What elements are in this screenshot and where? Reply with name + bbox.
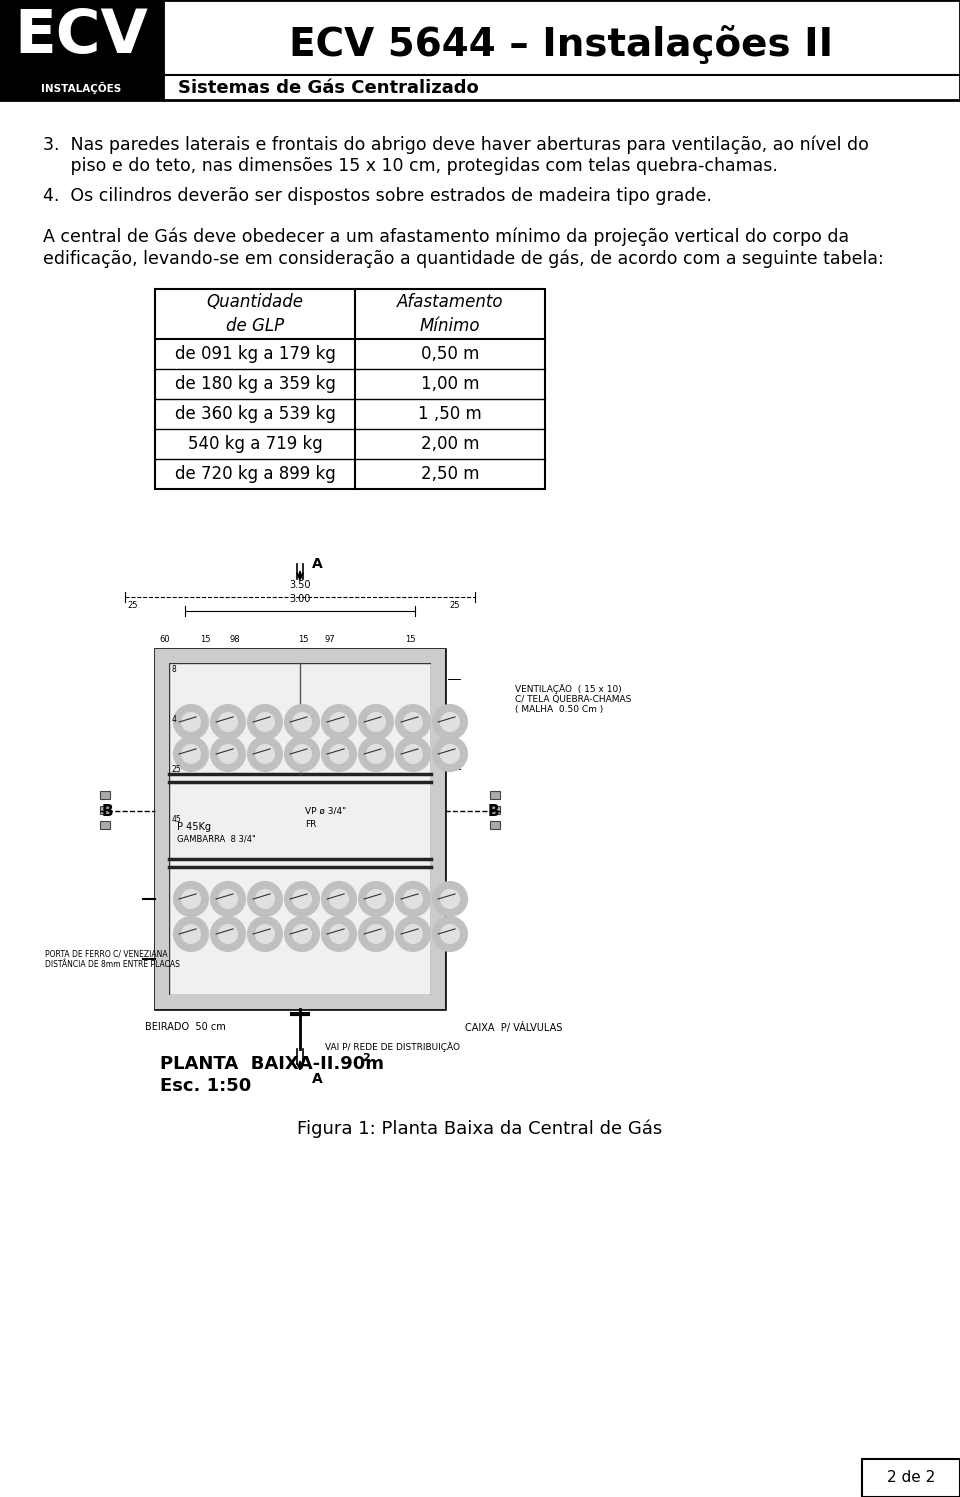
Text: de 720 kg a 899 kg: de 720 kg a 899 kg [175,466,335,484]
Circle shape [441,713,459,732]
Bar [155,996,445,1009]
Text: 25: 25 [172,765,181,774]
Circle shape [174,705,208,740]
Circle shape [174,882,208,916]
Text: B: B [101,804,113,819]
Text: 1 ,50 m: 1 ,50 m [419,406,482,424]
Circle shape [396,737,430,771]
Bar [0,75,163,100]
Text: A: A [312,1072,323,1085]
Text: 0,50 m: 0,50 m [420,344,479,362]
Text: de 180 kg a 359 kg: de 180 kg a 359 kg [175,376,335,394]
Circle shape [396,882,430,916]
Text: GAMBARRA  8 3/4": GAMBARRA 8 3/4" [177,834,255,843]
Circle shape [219,925,237,943]
Text: 25: 25 [127,600,137,609]
Circle shape [329,713,348,732]
Text: Quantidade
de GLP: Quantidade de GLP [206,293,303,335]
Text: 3.  Nas paredes laterais e frontais do abrigo deve haver aberturas para ventilaç: 3. Nas paredes laterais e frontais do ab… [43,135,869,154]
Text: INSTALAÇÕES: INSTALAÇÕES [41,82,122,94]
Circle shape [359,705,393,740]
Bar [100,820,110,829]
Text: edificação, levando-se em consideração a quantidade de gás, de acordo com a segu: edificação, levando-se em consideração a… [43,249,884,268]
Circle shape [248,882,282,916]
Text: VAI P/ REDE DE DISTRIBUIÇÃO: VAI P/ REDE DE DISTRIBUIÇÃO [325,1042,460,1052]
Text: FR: FR [305,820,317,829]
Text: 540 kg a 719 kg: 540 kg a 719 kg [187,436,323,454]
Text: VP ø 3/4": VP ø 3/4" [305,807,347,816]
Circle shape [433,705,467,740]
Text: A central de Gás deve obedecer a um afastamento mínimo da projeção vertical do c: A central de Gás deve obedecer a um afas… [43,228,850,246]
Text: Figura 1: Planta Baixa da Central de Gás: Figura 1: Planta Baixa da Central de Gás [298,1120,662,1138]
Text: B: B [487,804,499,819]
Text: Sistemas de Gás Centralizado: Sistemas de Gás Centralizado [178,79,479,97]
Text: BEIRADO  50 cm: BEIRADO 50 cm [145,1022,226,1031]
Circle shape [219,713,237,732]
Text: ECV 5644 – Instalações II: ECV 5644 – Instalações II [289,25,833,64]
Circle shape [403,925,422,943]
Circle shape [396,705,430,740]
Circle shape [255,925,275,943]
Text: VENTILAÇÃO  ( 15 x 10)
C/ TELA QUEBRA-CHAMAS
( MALHA  0.50 Cm ): VENTILAÇÃO ( 15 x 10) C/ TELA QUEBRA-CHA… [515,684,632,714]
Text: Esc. 1:50: Esc. 1:50 [160,1076,252,1094]
Circle shape [322,882,356,916]
Circle shape [219,889,237,909]
Text: 3.00: 3.00 [289,594,311,603]
Text: 2,50 m: 2,50 m [420,466,479,484]
Circle shape [293,744,311,763]
Text: 3.50: 3.50 [289,579,311,590]
Text: 97: 97 [324,635,335,644]
Circle shape [367,925,385,943]
Text: 45: 45 [172,814,181,823]
Circle shape [322,918,356,951]
Circle shape [181,744,201,763]
Bar [431,663,445,996]
Text: A: A [312,557,323,570]
Text: 2 de 2: 2 de 2 [887,1470,935,1485]
Circle shape [403,744,422,763]
Circle shape [367,713,385,732]
Text: de 360 kg a 539 kg: de 360 kg a 539 kg [175,406,335,424]
Bar [155,650,445,663]
Circle shape [322,705,356,740]
Circle shape [367,744,385,763]
Circle shape [329,889,348,909]
Circle shape [285,705,319,740]
Text: ECV: ECV [14,7,149,66]
Text: 60: 60 [159,635,170,644]
Circle shape [293,925,311,943]
Circle shape [219,744,237,763]
Circle shape [211,737,245,771]
Text: 8: 8 [172,665,177,674]
Text: 15: 15 [200,635,210,644]
Circle shape [403,889,422,909]
Text: Afastamento
Mínimo: Afastamento Mínimo [396,293,503,335]
Circle shape [248,918,282,951]
Circle shape [211,918,245,951]
Circle shape [181,889,201,909]
Circle shape [403,713,422,732]
Text: 4.  Os cilindros deverão ser dispostos sobre estrados de madeira tipo grade.: 4. Os cilindros deverão ser dispostos so… [43,187,712,205]
Text: piso e do teto, nas dimensões 15 x 10 cm, protegidas com telas quebra-chamas.: piso e do teto, nas dimensões 15 x 10 cm… [43,157,778,175]
Bar [155,663,169,996]
Circle shape [285,737,319,771]
Circle shape [441,889,459,909]
Circle shape [359,882,393,916]
Circle shape [322,737,356,771]
Circle shape [255,713,275,732]
Circle shape [293,889,311,909]
Circle shape [285,882,319,916]
Text: 15: 15 [405,635,416,644]
Bar [100,790,110,799]
Circle shape [367,889,385,909]
Bar [0,0,960,100]
Circle shape [441,925,459,943]
Circle shape [433,882,467,916]
Text: 2,00 m: 2,00 m [420,436,479,454]
Circle shape [285,918,319,951]
Circle shape [359,918,393,951]
Circle shape [181,925,201,943]
Bar [490,805,500,814]
Circle shape [396,918,430,951]
Circle shape [293,713,311,732]
